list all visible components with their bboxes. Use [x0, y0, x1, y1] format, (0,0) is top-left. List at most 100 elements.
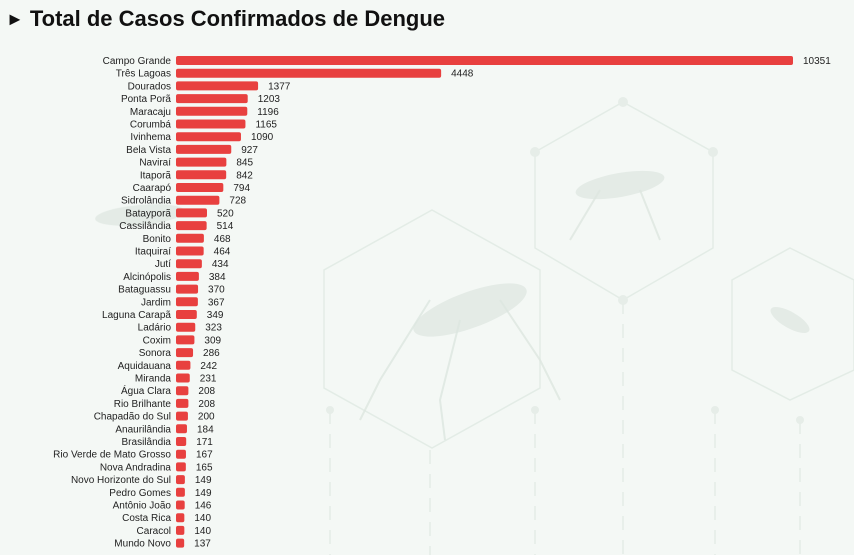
bar [176, 56, 793, 65]
value-label: 728 [229, 196, 246, 207]
value-label: 1165 [255, 120, 277, 131]
category-label: Miranda [135, 374, 172, 385]
category-label: Mundo Novo [114, 539, 171, 550]
category-label: Campo Grande [103, 56, 172, 67]
bar [176, 525, 185, 535]
bar [176, 284, 199, 294]
category-label: Aquidauana [118, 361, 172, 372]
bar-row: Caarapó 794 [133, 183, 250, 194]
bar-row: Bela Vista 927 [126, 144, 258, 156]
value-label: 286 [203, 348, 220, 359]
bar [176, 271, 199, 281]
category-label: Naviraí [139, 158, 171, 169]
category-label: Jardim [141, 297, 171, 308]
category-label: Bonito [143, 234, 172, 245]
bar [176, 335, 195, 345]
category-label: Caracol [137, 526, 171, 537]
value-label: 146 [195, 501, 212, 512]
category-label: Costa Rica [122, 513, 171, 524]
bar-row: Jardim 367 [141, 297, 225, 308]
bar-row: Alcinópolis 384 [123, 271, 226, 283]
title-marker-icon: ► [6, 9, 24, 29]
bar [176, 221, 207, 231]
bar [176, 500, 185, 510]
bar-row: Bonito 468 [143, 233, 231, 245]
bar [176, 132, 241, 142]
bar-row: Três Lagoas 4448 [116, 68, 474, 80]
category-label: Chapadão do Sul [94, 412, 171, 423]
category-label: Antônio João [113, 501, 172, 512]
category-label: Itaporã [140, 170, 172, 181]
value-label: 845 [236, 158, 253, 169]
value-label: 323 [205, 323, 222, 334]
chart-title: ► Total de Casos Confirmados de Dengue [6, 6, 445, 32]
value-label: 842 [236, 170, 253, 181]
value-label: 140 [194, 526, 211, 537]
bar [176, 386, 189, 396]
category-label: Maracaju [130, 107, 171, 118]
bar-row: Pedro Gomes 149 [109, 487, 212, 499]
category-label: Rio Brilhante [114, 399, 172, 410]
bar-row: Antônio João 146 [113, 500, 212, 512]
bar-row: Água Clara 208 [121, 384, 216, 397]
bar [176, 462, 186, 472]
bar [176, 487, 185, 497]
bar [176, 81, 259, 91]
value-label: 208 [198, 386, 215, 397]
bar [176, 183, 224, 192]
bar-row: Jutí 434 [155, 259, 229, 270]
bar-row: Itaporã 842 [140, 170, 253, 181]
bar-row: Coxim 309 [143, 335, 222, 346]
category-label: Nova Andradina [100, 462, 172, 473]
category-label: Laguna Carapã [102, 310, 171, 321]
bar-row: Anaurilândia 184 [115, 424, 214, 435]
bar [176, 348, 194, 358]
category-label: Pedro Gomes [109, 488, 171, 499]
value-label: 140 [194, 513, 211, 524]
category-label: Água Clara [121, 384, 171, 397]
value-label: 208 [198, 399, 215, 410]
category-label: Corumbá [130, 120, 172, 131]
bar-row: Dourados 1377 [128, 81, 291, 92]
bar [176, 424, 187, 434]
bar [176, 94, 248, 104]
bar [176, 157, 227, 167]
bar-row: Cassilândia 514 [119, 221, 234, 232]
bar-row: Sonora 286 [139, 348, 220, 359]
category-label: Coxim [143, 335, 171, 346]
bar [176, 360, 191, 370]
category-label: Brasilândia [122, 437, 172, 448]
bar [176, 68, 442, 78]
bar [176, 119, 246, 129]
bar [176, 144, 232, 154]
bar-row: Ponta Porã 1203 [121, 94, 280, 105]
value-label: 242 [200, 361, 217, 372]
bar [176, 322, 196, 332]
bar [176, 208, 207, 218]
value-label: 171 [196, 437, 213, 448]
bar [176, 513, 185, 523]
bar-row: Maracaju 1196 [130, 106, 279, 118]
category-label: Ponta Porã [121, 94, 171, 105]
value-label: 165 [196, 462, 213, 473]
bar-row: Bataguassu 370 [118, 284, 225, 296]
category-label: Alcinópolis [123, 272, 171, 283]
category-label: Ladário [138, 323, 172, 334]
value-label: 367 [208, 297, 225, 308]
bar [176, 106, 248, 116]
value-label: 1203 [258, 94, 281, 105]
bar-row: Mundo Novo 137 [114, 538, 211, 550]
bar [176, 233, 204, 243]
bar [176, 310, 197, 319]
category-label: Sidrolândia [121, 196, 171, 207]
chart-title-text: Total de Casos Confirmados de Dengue [29, 6, 446, 31]
bar-row: Laguna Carapã 349 [102, 310, 224, 321]
value-label: 434 [212, 259, 229, 270]
bar [176, 297, 198, 307]
bar-row: Sidrolândia 728 [121, 195, 247, 207]
category-label: Cassilândia [119, 221, 171, 232]
bar-row: Itaquiraí 464 [135, 246, 231, 258]
value-label: 231 [200, 374, 217, 385]
category-label: Sonora [139, 348, 172, 359]
